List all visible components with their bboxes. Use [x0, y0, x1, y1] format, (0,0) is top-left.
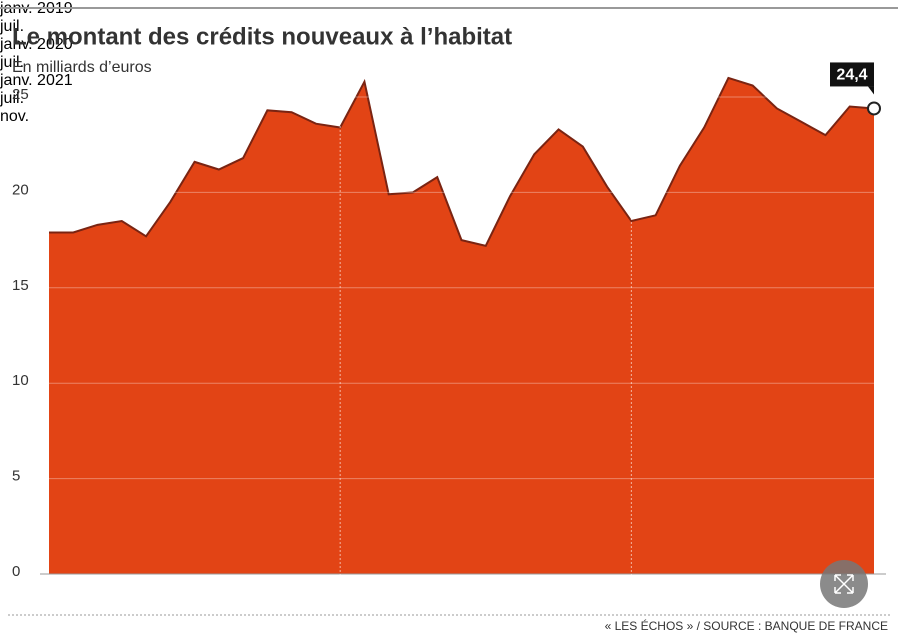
point-marker: [867, 101, 881, 116]
y-tick-label: 5: [12, 468, 20, 485]
y-tick-label: 20: [12, 181, 29, 198]
expand-icon[interactable]: [834, 574, 854, 594]
area: [49, 77, 874, 575]
expand-button[interactable]: [820, 560, 868, 608]
x-tick-label: juil.: [0, 54, 25, 71]
value-label-pointer: [868, 86, 874, 95]
source: « LES ÉCHOS » / SOURCE : BANQUE DE FRANC…: [605, 618, 888, 633]
x-tick-label: juil.: [0, 18, 25, 35]
plot: [49, 76, 875, 575]
x-tick-label: nov.: [0, 108, 30, 125]
y-tick-label: 15: [12, 277, 29, 294]
x-tick-label: janv. 2021: [0, 72, 73, 89]
value-label: 24,4: [836, 67, 867, 84]
y-tick-label: 25: [12, 86, 29, 103]
chart-subtitle: En milliards d’euros: [12, 59, 152, 76]
y-tick-label: 0: [12, 563, 20, 580]
x-tick-label: juil.: [0, 90, 25, 107]
chart-title: Le montant des crédits nouveaux à l’habi…: [12, 23, 512, 50]
area-line: [49, 76, 875, 247]
y-tick-label: 10: [12, 372, 29, 389]
value-label-box: [830, 62, 874, 87]
x-tick-label: janv. 2020: [0, 36, 73, 53]
